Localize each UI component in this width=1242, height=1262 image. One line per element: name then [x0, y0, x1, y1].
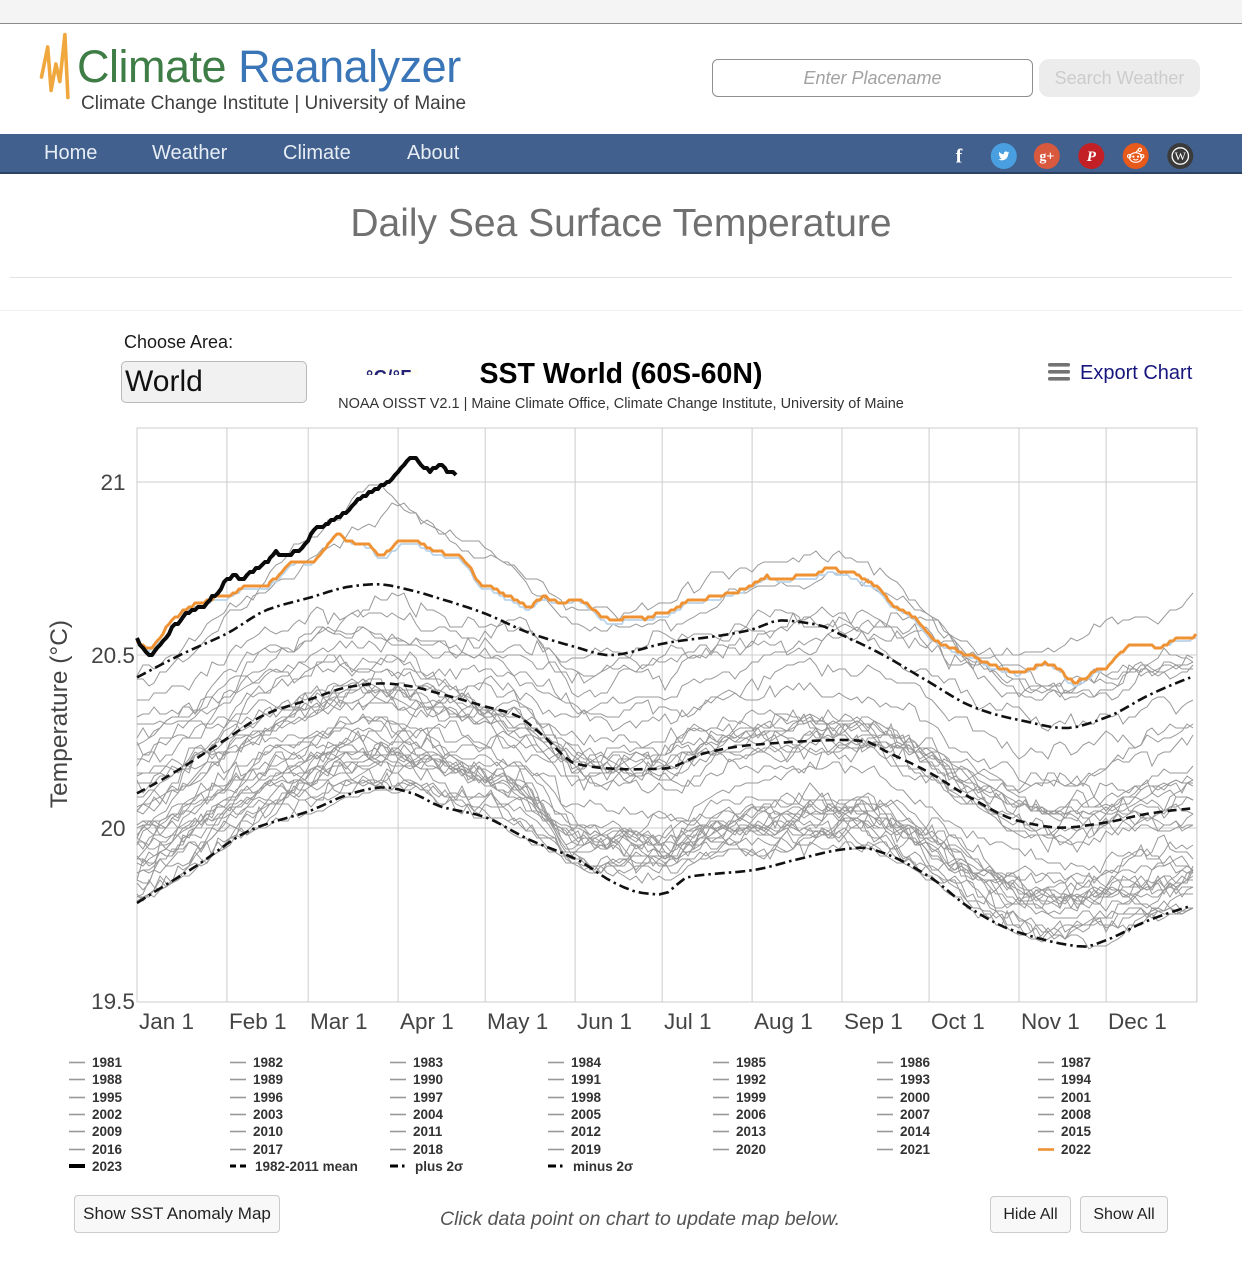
svg-text:Oct 1: Oct 1: [931, 1009, 985, 1034]
svg-text:Jan 1: Jan 1: [139, 1009, 194, 1034]
svg-text:Nov 1: Nov 1: [1021, 1009, 1080, 1034]
svg-text:f: f: [956, 145, 963, 167]
svg-text:20.5: 20.5: [91, 643, 135, 668]
svg-text:Feb 1: Feb 1: [229, 1009, 287, 1034]
svg-text:Aug 1: Aug 1: [754, 1009, 813, 1034]
svg-text:Apr 1: Apr 1: [400, 1009, 454, 1034]
svg-text:21: 21: [100, 470, 125, 495]
svg-text:Sep 1: Sep 1: [844, 1009, 903, 1034]
svg-text:W: W: [1175, 149, 1187, 163]
svg-text:19.5: 19.5: [91, 989, 135, 1014]
svg-text:Mar 1: Mar 1: [310, 1009, 368, 1034]
svg-text:g+: g+: [1039, 149, 1054, 164]
svg-text:P: P: [1087, 149, 1097, 165]
svg-text:May 1: May 1: [487, 1009, 548, 1034]
svg-text:Temperature (°C): Temperature (°C): [46, 620, 73, 808]
svg-text:Dec 1: Dec 1: [1108, 1009, 1167, 1034]
svg-text:20: 20: [100, 816, 125, 841]
svg-text:Jul 1: Jul 1: [664, 1009, 712, 1034]
svg-text:Jun 1: Jun 1: [577, 1009, 632, 1034]
